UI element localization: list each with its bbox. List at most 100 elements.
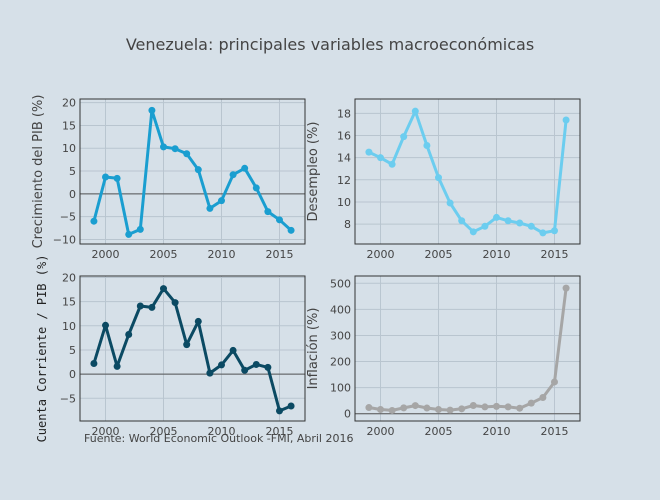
data-point	[411, 402, 419, 410]
data-point	[125, 230, 133, 238]
data-point	[423, 141, 431, 149]
y-tick-label: 16	[337, 130, 351, 143]
data-point	[458, 405, 466, 413]
y-tick-label: 10	[62, 142, 76, 155]
plot-area	[80, 276, 305, 421]
y-tick-label: 500	[330, 277, 351, 290]
data-point	[264, 363, 272, 371]
data-point	[194, 166, 202, 174]
data-point	[469, 228, 477, 236]
panel-2: 2000 2005 2010 2015 8 10 12 14 16 18 Desempleo (%)	[306, 98, 581, 261]
y-tick-label: 0	[69, 188, 76, 201]
y-tick-label: 100	[330, 382, 351, 395]
data-point	[504, 403, 512, 411]
data-point	[264, 208, 272, 216]
data-point	[365, 404, 373, 412]
data-point	[446, 406, 454, 414]
data-point	[229, 171, 237, 179]
data-point	[400, 404, 408, 412]
data-point	[446, 199, 454, 207]
plot-area	[355, 276, 580, 421]
plot-frame	[354, 275, 581, 422]
data-point	[136, 302, 144, 310]
data-point	[527, 399, 535, 407]
y-tick-label: 10	[337, 196, 351, 209]
x-tick-label: 2015	[265, 425, 293, 438]
data-point	[481, 403, 489, 411]
data-point	[275, 407, 283, 415]
data-point	[90, 217, 98, 225]
data-point	[550, 378, 558, 386]
data-point	[136, 225, 144, 233]
panel-4: 2000 2005 2010 2015 0 100 200 300 400 500 Inflació…	[306, 275, 581, 438]
x-tick-label: 2000	[367, 425, 395, 438]
data-point	[252, 184, 260, 192]
data-point	[516, 404, 524, 412]
x-tick-label: 2005	[150, 248, 178, 261]
source-note: Fuente: World Economic Outlook -FMI, Abr…	[84, 432, 353, 445]
x-tick-label: 2015	[540, 248, 568, 261]
data-point	[469, 402, 477, 410]
data-point	[217, 361, 225, 369]
data-point	[365, 148, 373, 156]
x-tick-label: 2015	[265, 248, 293, 261]
y-tick-label: 20	[62, 271, 76, 284]
series-line	[92, 108, 293, 236]
data-point	[148, 303, 156, 311]
data-point	[148, 106, 156, 114]
y-tick-label: 15	[62, 296, 76, 309]
data-point	[377, 154, 385, 162]
y-axis-label: Inflación (%)	[306, 308, 321, 390]
y-axis-label: Crecimiento del PIB (%)	[31, 95, 46, 249]
y-tick-label: 14	[337, 152, 351, 165]
x-tick-label: 2005	[425, 248, 453, 261]
x-tick-label: 2005	[425, 425, 453, 438]
y-tick-label: 300	[330, 329, 351, 342]
y-tick-label: −10	[53, 233, 76, 246]
x-tick-label: 2000	[92, 425, 120, 438]
y-tick-label: 0	[69, 368, 76, 381]
data-point	[90, 359, 98, 367]
plot-area	[355, 99, 580, 244]
data-point	[287, 402, 295, 410]
data-point	[527, 222, 535, 230]
data-point	[435, 174, 443, 182]
data-point	[539, 229, 547, 237]
data-point	[171, 299, 179, 307]
y-tick-label: −5	[60, 211, 76, 224]
chart-title: Venezuela: principales variables macroec…	[126, 35, 534, 54]
data-point	[217, 197, 225, 205]
plot-frame	[79, 275, 306, 422]
x-tick-label: 2005	[150, 425, 178, 438]
data-point	[229, 346, 237, 354]
x-tick-label: 2010	[207, 425, 235, 438]
data-point	[183, 341, 191, 349]
y-tick-label: 20	[62, 97, 76, 110]
data-point	[388, 160, 396, 168]
y-tick-label: 10	[62, 320, 76, 333]
x-tick-label: 2000	[367, 248, 395, 261]
data-point	[160, 285, 168, 293]
data-point	[241, 164, 249, 172]
data-point	[206, 369, 214, 377]
x-tick-label: 2000	[92, 248, 120, 261]
panel-1: 2000 2005 2010 2015 −10 −5 0 5 10 15 20 Crecimiento…	[31, 95, 306, 261]
data-point	[206, 204, 214, 212]
data-point	[562, 284, 570, 292]
data-point	[388, 406, 396, 414]
data-point	[400, 133, 408, 141]
data-point	[435, 406, 443, 414]
data-point	[113, 174, 121, 182]
data-point	[423, 404, 431, 412]
data-point	[492, 402, 500, 410]
data-point	[458, 217, 466, 225]
data-point	[102, 173, 110, 181]
x-tick-label: 2015	[540, 425, 568, 438]
data-point	[275, 216, 283, 224]
y-tick-label: 12	[337, 174, 351, 187]
data-point	[102, 321, 110, 329]
y-tick-label: 0	[344, 408, 351, 421]
y-tick-label: 200	[330, 356, 351, 369]
data-point	[492, 213, 500, 221]
